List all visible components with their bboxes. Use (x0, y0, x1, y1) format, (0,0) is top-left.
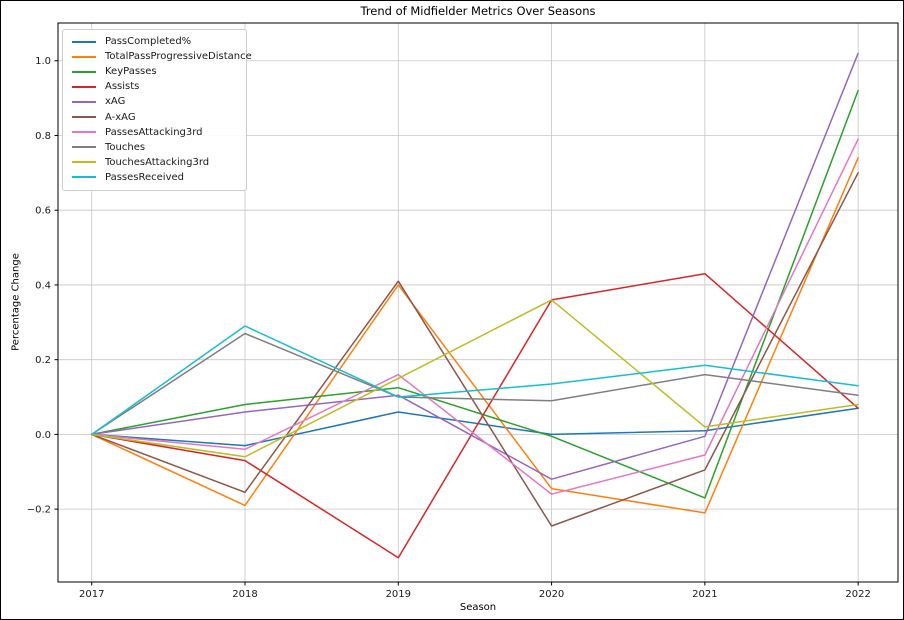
y-axis-label: Percentage Change (10, 253, 22, 351)
series-line (90, 157, 859, 514)
x-tick-label: 2018 (232, 589, 257, 600)
x-tick-label: 2022 (845, 589, 870, 600)
y-tick-label: 0.4 (35, 280, 51, 291)
legend-label: TotalPassProgressiveDistance (105, 51, 252, 63)
y-tick-label: 0.8 (35, 131, 51, 142)
series-line (90, 407, 859, 447)
legend-swatch (72, 176, 96, 179)
legend-label: PassesAttacking3rd (105, 126, 203, 138)
legend-item: PassCompleted% (63, 34, 246, 49)
legend-swatch (72, 40, 96, 43)
x-axis-label: Season (459, 602, 497, 613)
x-tick-label: 2017 (79, 589, 104, 600)
y-tick-label: 1.0 (35, 56, 51, 67)
y-tick-label: 0.2 (35, 355, 51, 366)
legend-swatch (72, 116, 96, 119)
series-line (90, 52, 859, 480)
legend: PassCompleted% TotalPassProgressiveDistan… (62, 29, 252, 191)
legend-swatch (72, 85, 96, 88)
legend-swatch (72, 100, 96, 103)
legend-swatch (72, 55, 96, 58)
y-tick-label: 0.0 (35, 430, 51, 441)
legend-label: TouchesAttacking3rd (105, 156, 210, 168)
series-line (90, 89, 859, 499)
x-tick-label: 2021 (692, 589, 717, 600)
legend-swatch (72, 161, 96, 164)
x-tick-label: 2019 (386, 589, 411, 600)
legend-swatch (72, 146, 96, 149)
legend-label: Assists (105, 81, 140, 93)
legend-item: TouchesAttacking3rd (63, 155, 246, 170)
legend-label: PassesReceived (105, 171, 184, 183)
legend-label: KeyPasses (105, 66, 157, 78)
legend-item: PassesAttacking3rd (63, 125, 246, 140)
y-tick-label: −0.2 (27, 505, 51, 516)
x-tick-label: 2020 (539, 589, 564, 600)
series-line (90, 172, 859, 527)
axes-spines (57, 22, 899, 583)
legend-swatch (72, 70, 96, 73)
legend-item: PassesReceived (63, 170, 246, 185)
legend-item: Assists (63, 79, 246, 94)
legend-label: xAG (105, 96, 126, 108)
y-tick-label: 0.6 (35, 206, 51, 217)
chart-title: Trend of Midfielder Metrics Over Seasons (360, 4, 596, 18)
legend-label: Touches (105, 141, 146, 153)
legend-label: PassCompleted% (105, 36, 192, 48)
legend-item: Touches (63, 140, 246, 155)
series-line (90, 332, 859, 436)
series-line (90, 299, 859, 458)
legend-item: KeyPasses (63, 64, 246, 79)
legend-item: A-xAG (63, 109, 246, 124)
legend-item: xAG (63, 94, 246, 109)
legend-item: TotalPassProgressiveDistance (63, 49, 252, 64)
series-line (90, 138, 859, 495)
series-line (90, 325, 859, 436)
legend-swatch (72, 131, 96, 134)
legend-label: A-xAG (105, 111, 136, 123)
series-line (90, 272, 859, 559)
